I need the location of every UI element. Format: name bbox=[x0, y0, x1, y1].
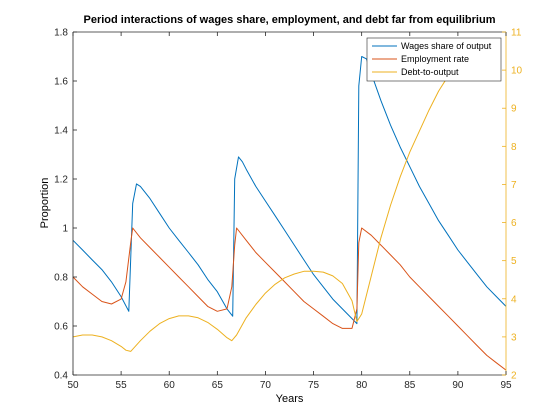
x-tick-label: 55 bbox=[116, 380, 128, 391]
x-tick-label: 70 bbox=[260, 380, 272, 391]
x-tick-label: 65 bbox=[212, 380, 224, 391]
legend: Wages share of output Employment rate Debt… bbox=[366, 37, 502, 82]
series-line-debt-to-output bbox=[73, 41, 478, 352]
y2-tick-label: 2 bbox=[511, 371, 517, 382]
x-tick-label: 80 bbox=[356, 380, 368, 391]
y-tick-label: 1.8 bbox=[54, 28, 68, 39]
y-tick-label: 1.6 bbox=[54, 77, 68, 88]
legend-label: Employment rate bbox=[401, 54, 469, 64]
y2-tick-label: 5 bbox=[511, 256, 517, 267]
legend-label: Wages share of output bbox=[401, 41, 492, 51]
axes-layer: 50 55 60 65 70 75 80 85 90 950.40.60.811.21.41.61… bbox=[54, 28, 522, 392]
x-axis-title: Years bbox=[276, 393, 304, 405]
y2-tick-label: 9 bbox=[511, 104, 517, 115]
y-tick-label: 1 bbox=[62, 224, 68, 235]
y2-tick-label: 10 bbox=[511, 66, 523, 77]
y2-tick-label: 8 bbox=[511, 142, 517, 153]
x-tick-label: 90 bbox=[452, 380, 464, 391]
y2-tick-label: 7 bbox=[511, 180, 517, 191]
plot-area bbox=[73, 32, 506, 375]
series-line-wages-share-of-output bbox=[73, 56, 506, 325]
x-tick-label: 95 bbox=[500, 380, 512, 391]
x-tick-label: 85 bbox=[404, 380, 416, 391]
x-tick-label: 75 bbox=[308, 380, 320, 391]
x-tick-label: 60 bbox=[164, 380, 176, 391]
y-tick-label: 0.6 bbox=[54, 322, 68, 333]
series-line-employment-rate bbox=[73, 227, 506, 371]
chart-title: Period interactions of wages share, empl… bbox=[84, 14, 496, 26]
y2-tick-label: 3 bbox=[511, 332, 517, 343]
y-axis-title: Proportion bbox=[39, 178, 51, 229]
y-tick-label: 0.4 bbox=[54, 371, 68, 382]
x-tick-label: 50 bbox=[67, 380, 79, 391]
y-tick-label: 1.4 bbox=[54, 126, 68, 137]
legend-label: Debt-to-output bbox=[401, 67, 459, 77]
y-tick-label: 1.2 bbox=[54, 175, 68, 186]
y2-tick-label: 4 bbox=[511, 294, 517, 305]
series-layer bbox=[73, 41, 506, 371]
y-tick-label: 0.8 bbox=[54, 273, 68, 284]
y2-tick-label: 11 bbox=[511, 28, 522, 39]
y2-tick-label: 6 bbox=[511, 218, 517, 229]
